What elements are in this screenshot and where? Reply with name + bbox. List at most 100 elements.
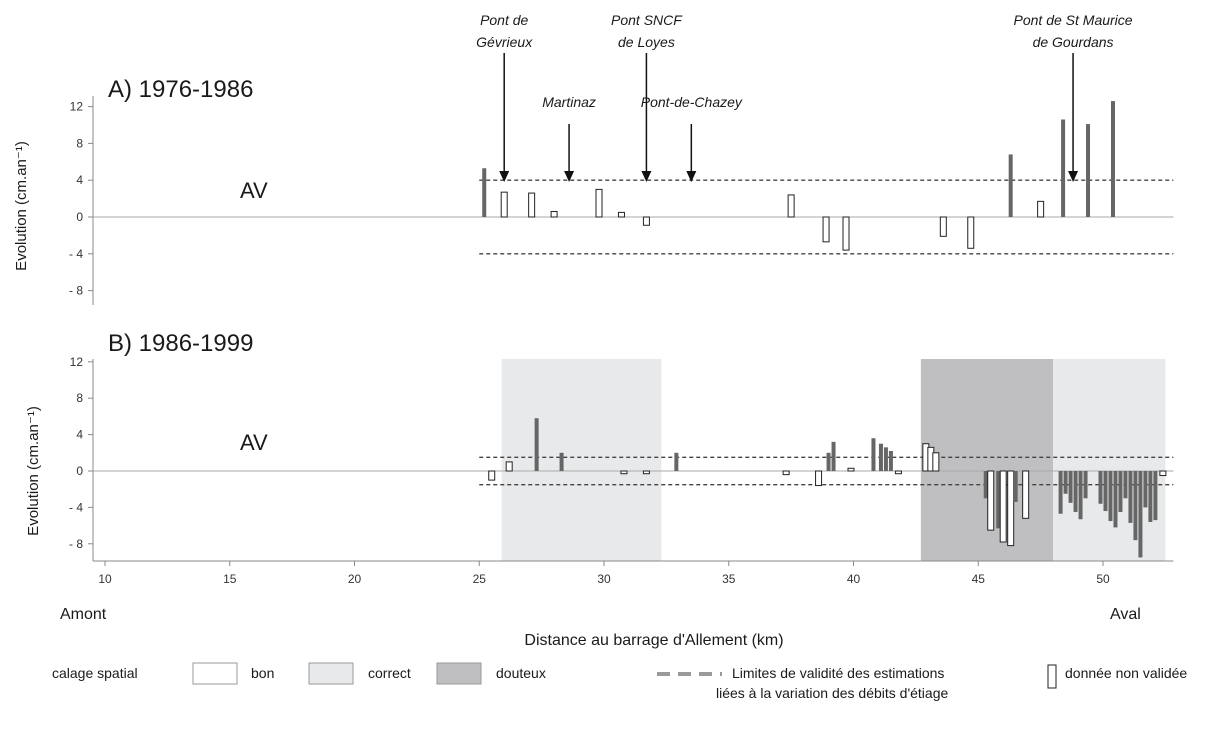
bar (1083, 471, 1088, 499)
bar-nonvalid (847, 467, 855, 472)
x-axis-label: Distance au barrage d'Allement (km) (524, 632, 783, 649)
y-tick-label: 0 (76, 210, 83, 224)
bar (1061, 119, 1066, 217)
bridge-arrowhead (499, 171, 510, 182)
bar (1118, 471, 1123, 512)
panel-a: 12 8 4 0 - 4 - 8 A) 1976-1986 AV Pont de Gévrieux… (69, 12, 1174, 305)
bar-nonvalid (967, 216, 975, 249)
bridge-label: Pont de St Maurice (1014, 12, 1133, 28)
bar-nonvalid (822, 216, 830, 243)
bar-nonvalid (782, 470, 790, 476)
bar (1008, 154, 1013, 217)
legend-swatch-douteux (436, 662, 482, 685)
bar-nonvalid (1037, 200, 1045, 218)
panel-title: B) 1986-1999 (108, 330, 253, 357)
bar (1108, 471, 1113, 522)
y-tick-label: 12 (70, 355, 84, 369)
bar-nonvalid (595, 188, 603, 218)
bar-nonvalid (1159, 470, 1167, 477)
legend-swatch-correct (308, 662, 354, 685)
bar-nonvalid (488, 470, 496, 481)
x-tick-label: 10 (98, 572, 112, 586)
bar-nonvalid (500, 191, 508, 218)
bridge-label: de Loyes (618, 34, 675, 50)
bar-nonvalid (642, 216, 650, 226)
y-tick-label: 12 (70, 100, 84, 114)
bar (1073, 471, 1078, 512)
zone-correct (501, 359, 662, 561)
upstream-label: Amont (60, 606, 107, 623)
bar (878, 443, 883, 471)
x-axis: 10 15 20 25 30 35 40 45 50 (93, 560, 1174, 586)
panel-title: A) 1976-1986 (108, 76, 253, 103)
bar (888, 450, 893, 471)
bridge-arrowhead (641, 171, 652, 182)
bridge-label: Pont de (480, 12, 528, 28)
bar (996, 471, 1001, 529)
panel-av-label: AV (240, 178, 268, 203)
x-tick-label: 25 (473, 572, 487, 586)
legend-swatch-bon (192, 662, 238, 685)
bridge-label: Martinaz (542, 94, 596, 110)
x-tick-label: 45 (972, 572, 986, 586)
bar (871, 438, 876, 471)
bar-nonvalid (550, 210, 558, 218)
bar (1098, 471, 1103, 504)
downstream-label: Aval (1110, 606, 1141, 623)
bar (534, 418, 539, 471)
bar-nonvalid (815, 470, 823, 487)
y-tick-label: 4 (76, 428, 83, 442)
bar (883, 447, 888, 471)
bar (1128, 471, 1133, 523)
y-tick-label: 8 (76, 391, 83, 405)
bridge-label: Gévrieux (476, 34, 533, 50)
panel-av-label: AV (240, 430, 268, 455)
bridge-arrowhead (564, 171, 575, 182)
bar (1153, 471, 1158, 521)
bridge-label: Pont-de-Chazey (641, 94, 743, 110)
bar-nonvalid (932, 452, 940, 472)
bar-nonvalid (842, 216, 850, 251)
bar (831, 441, 836, 471)
x-tick-label: 50 (1096, 572, 1110, 586)
bar (826, 452, 831, 471)
bridge-arrowhead (686, 171, 697, 182)
bar (1013, 471, 1018, 502)
y-tick-label: 8 (76, 136, 83, 150)
bar-nonvalid (987, 470, 995, 531)
x-tick-label: 30 (597, 572, 611, 586)
bar (1058, 471, 1063, 514)
bar (1148, 471, 1153, 522)
bar-nonvalid (505, 461, 513, 472)
y-tick-label: - 8 (69, 537, 83, 551)
bar (1068, 471, 1073, 503)
legend: calage spatial bon correct douteux Limit… (52, 662, 1187, 701)
bar-nonvalid (787, 194, 795, 218)
bar-nonvalid (528, 192, 536, 218)
zone-correct (1053, 359, 1166, 561)
y-tick-label: 4 (76, 173, 83, 187)
bar-nonvalid (617, 211, 625, 218)
bar (1110, 101, 1115, 217)
x-tick-label: 40 (847, 572, 861, 586)
bar (983, 471, 988, 499)
legend-douteux-label: douteux (496, 665, 546, 681)
bar-nonvalid (1022, 470, 1030, 519)
zone-douteux (920, 359, 1054, 561)
bridge-label: Pont SNCF (611, 12, 683, 28)
x-tick-label: 35 (722, 572, 736, 586)
bar (1113, 471, 1118, 528)
x-tick-label: 15 (223, 572, 237, 586)
legend-swatch-nonvalid (1047, 664, 1057, 689)
bar (1133, 471, 1138, 541)
y-tick-label: - 8 (69, 284, 83, 298)
bar (1123, 471, 1128, 499)
bar (1086, 124, 1091, 217)
legend-limits-line1: Limites de validité des estimations (732, 665, 944, 681)
legend-limits-line2: liées à la variation des débits d'étiage (716, 685, 948, 701)
bar (674, 452, 679, 471)
bar (1138, 471, 1143, 558)
bar (1103, 471, 1108, 512)
bar (1143, 471, 1148, 508)
